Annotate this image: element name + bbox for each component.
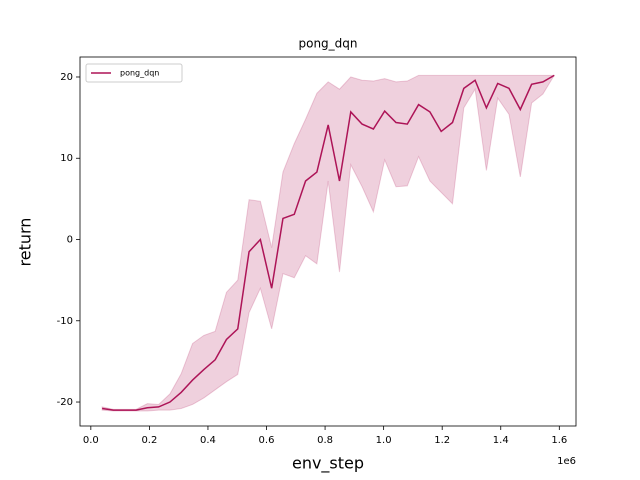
x-tick-label: 1.4 — [493, 435, 509, 446]
x-tick-label: 0.6 — [259, 435, 275, 446]
legend-box — [85, 63, 183, 83]
y-tick-label: 20 — [60, 72, 73, 83]
x-tick-label: 0.4 — [200, 435, 216, 446]
x-tick-label: 0.0 — [83, 435, 99, 446]
chart-title: pong_dqn — [298, 37, 357, 51]
y-axis-label: return — [16, 218, 35, 267]
x-tick-label: 1.0 — [376, 435, 392, 446]
y-tick-label: 0 — [67, 235, 73, 246]
x-tick-label: 0.2 — [141, 435, 157, 446]
y-tick-label: 10 — [60, 153, 73, 164]
legend-label: pong_dqn — [120, 69, 159, 78]
line — [102, 74, 555, 411]
plot-frame — [79, 56, 577, 427]
y-tick-label: -10 — [57, 316, 73, 327]
x-tick-label: 1.2 — [434, 435, 450, 446]
x-offset-label: 1e6 — [557, 456, 576, 467]
confidence-band — [101, 74, 556, 412]
y-tick-label: -20 — [57, 397, 73, 408]
x-tick-label: 1.6 — [551, 435, 567, 446]
x-tick-label: 0.8 — [317, 435, 333, 446]
x-axis-label: env_step — [292, 454, 364, 474]
